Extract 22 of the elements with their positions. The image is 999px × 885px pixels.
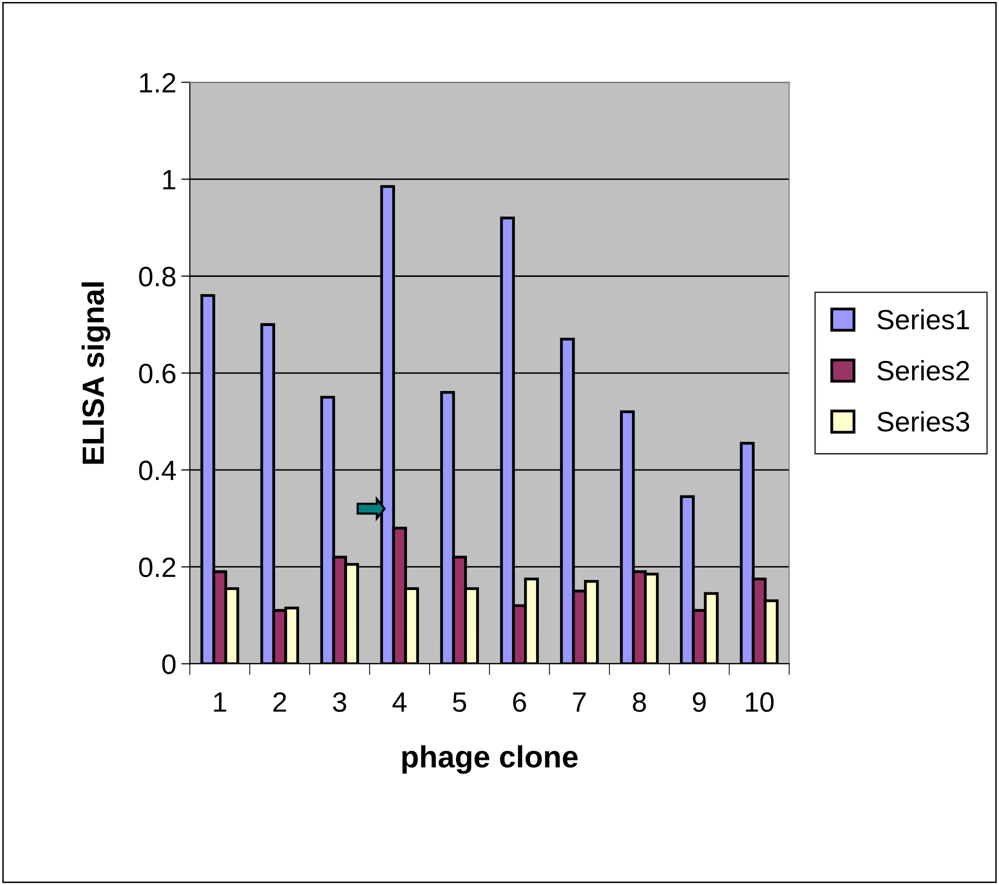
x-tick-label: 5 (452, 692, 466, 712)
y-tick-label: 1 (163, 170, 176, 190)
legend-label: Series3 (877, 411, 970, 432)
x-axis-title: phage clone (402, 745, 578, 774)
y-tick-label: 0.4 (139, 460, 176, 480)
y-tick-label: 0 (162, 654, 176, 674)
x-tick-label: 7 (573, 692, 586, 712)
x-tick-label: 1 (214, 692, 226, 712)
y-tick-label: 0.2 (139, 558, 176, 578)
x-tick-label: 6 (513, 692, 526, 712)
x-tick-label: 9 (692, 692, 706, 712)
x-tick-label: 4 (392, 692, 407, 712)
x-tick-label: 10 (746, 692, 774, 712)
y-axis-title: ELISA signal (82, 282, 110, 464)
legend-label: Series1 (877, 309, 970, 330)
x-tick-label: 8 (632, 692, 646, 712)
x-tick-label: 2 (273, 692, 286, 712)
y-tick-label: 0.8 (139, 266, 176, 286)
y-tick-label: 1.2 (140, 72, 176, 92)
y-tick-label: 0.6 (139, 364, 176, 384)
x-tick-label: 3 (332, 692, 346, 712)
legend-label: Series2 (877, 360, 969, 381)
